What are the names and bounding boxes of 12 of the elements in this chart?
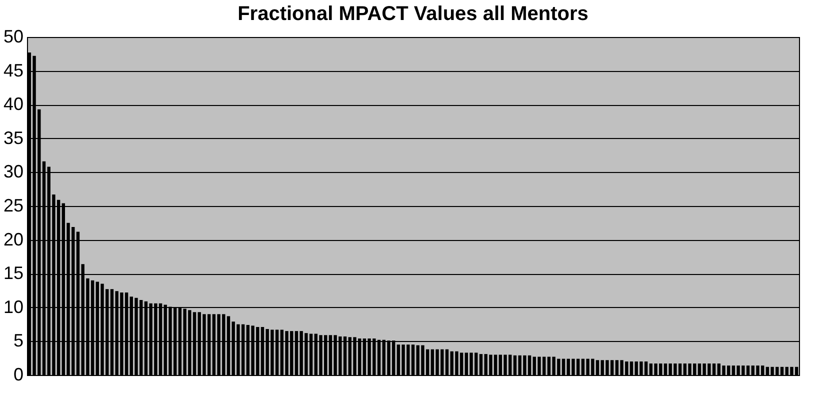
y-tick-label: 30 <box>3 162 24 182</box>
chart-title: Fractional MPACT Values all Mentors <box>238 3 588 25</box>
y-tick-label: 25 <box>3 196 24 216</box>
y-tick-label: 35 <box>3 128 24 148</box>
y-tick-label: 40 <box>3 94 24 114</box>
y-tick-label: 50 <box>3 26 24 46</box>
y-tick-label: 20 <box>3 229 24 250</box>
y-tick-label: 0 <box>13 364 24 384</box>
y-tick-label: 15 <box>3 263 24 284</box>
y-tick-label: 45 <box>3 60 24 80</box>
y-tick-label: 5 <box>13 330 24 351</box>
y-tick-label: 10 <box>3 296 24 317</box>
